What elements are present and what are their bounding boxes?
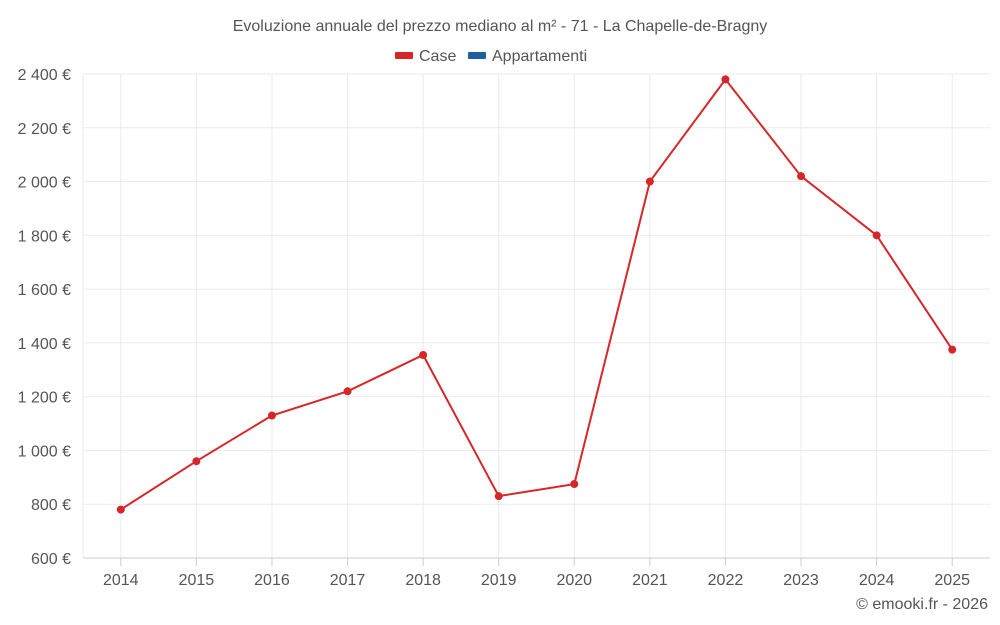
x-tick-label: 2021 bbox=[632, 572, 668, 589]
data-point-case-2017[interactable] bbox=[343, 387, 352, 396]
data-point-case-2025[interactable] bbox=[948, 345, 957, 354]
credit-text: © emooki.fr - 2026 bbox=[856, 596, 988, 613]
y-tick-label: 2 400 € bbox=[18, 67, 71, 84]
legend-item-appartamenti[interactable]: Appartamenti bbox=[468, 48, 587, 65]
legend-label-appartamenti: Appartamenti bbox=[492, 48, 587, 65]
legend-item-case[interactable]: Case bbox=[395, 48, 456, 65]
x-tick-label: 2019 bbox=[481, 572, 517, 589]
y-tick-label: 1 400 € bbox=[18, 336, 71, 353]
data-point-case-2023[interactable] bbox=[797, 172, 806, 181]
y-tick-label: 600 € bbox=[31, 551, 71, 568]
legend-swatch-case bbox=[395, 52, 413, 59]
y-tick-label: 1 000 € bbox=[18, 443, 71, 460]
data-point-case-2019[interactable] bbox=[494, 492, 503, 501]
data-point-case-2020[interactable] bbox=[570, 480, 579, 489]
data-point-case-2016[interactable] bbox=[267, 411, 276, 420]
y-tick-label: 2 000 € bbox=[18, 175, 71, 192]
x-tick-label: 2020 bbox=[556, 572, 592, 589]
data-point-case-2021[interactable] bbox=[645, 177, 654, 186]
data-point-case-2024[interactable] bbox=[872, 231, 881, 240]
y-tick-label: 800 € bbox=[31, 497, 71, 514]
y-tick-label: 1 600 € bbox=[18, 282, 71, 299]
legend-label-case: Case bbox=[419, 48, 456, 65]
x-tick-label: 2014 bbox=[103, 572, 139, 589]
legend-swatch-appartamenti bbox=[468, 52, 486, 59]
y-tick-label: 1 200 € bbox=[18, 390, 71, 407]
grid bbox=[82, 73, 990, 559]
y-tick-label: 1 800 € bbox=[18, 228, 71, 245]
series bbox=[116, 75, 957, 514]
x-tick-label: 2024 bbox=[859, 572, 895, 589]
series-line-case bbox=[120, 77, 954, 511]
x-tick-label: 2017 bbox=[330, 572, 366, 589]
x-axis: 2014 2015 2016 2017 2018 2019 2020 2021 2022 2023… bbox=[103, 558, 970, 589]
y-tick-label: 2 200 € bbox=[18, 121, 71, 138]
x-tick-label: 2016 bbox=[254, 572, 290, 589]
chart-title: Evoluzione annuale del prezzo mediano al… bbox=[233, 18, 768, 35]
x-tick-label: 2025 bbox=[934, 572, 970, 589]
y-axis: 600 € 800 € 1 000 € 1 200 € 1 400 € 1 600 € 1 … bbox=[18, 67, 71, 568]
x-tick-label: 2015 bbox=[179, 572, 215, 589]
data-point-case-2018[interactable] bbox=[419, 350, 428, 359]
x-tick-label: 2023 bbox=[783, 572, 819, 589]
data-point-case-2022[interactable] bbox=[721, 75, 730, 84]
x-tick-label: 2018 bbox=[405, 572, 441, 589]
x-tick-label: 2022 bbox=[708, 572, 744, 589]
data-point-case-2014[interactable] bbox=[116, 505, 125, 514]
data-point-case-2015[interactable] bbox=[192, 457, 201, 466]
legend: Case Appartamenti bbox=[395, 48, 587, 65]
